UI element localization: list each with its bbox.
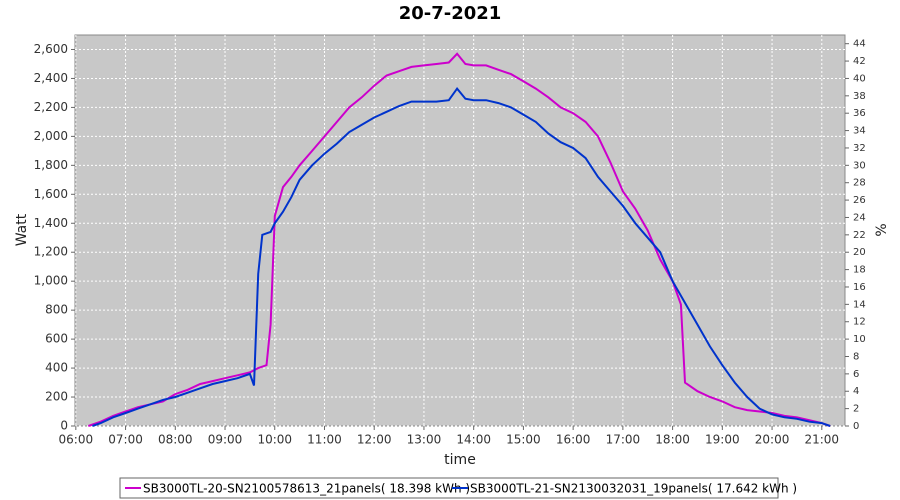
y-tick-label: 400 [45,361,68,375]
y2-tick-label: 22 [853,230,866,241]
x-tick-label: 16:00 [556,433,591,447]
y2-tick-label: 0 [853,421,859,432]
y2-tick-label: 20 [853,247,866,258]
y2-tick-label: 30 [853,160,866,171]
y2-tick-label: 6 [853,369,859,380]
y2-tick-label: 12 [853,317,866,328]
y2-tick-label: 26 [853,195,866,206]
y-tick-label: 1,800 [34,158,68,172]
legend [119,477,779,499]
chart-title: 20-7-2021 [399,3,502,24]
x-tick-label: 17:00 [606,433,641,447]
y-tick-label: 600 [45,332,68,346]
y2-tick-label: 24 [853,212,866,223]
y-tick-label: 2,400 [34,71,68,85]
x-tick-label: 12:00 [357,433,392,447]
y2-tick-label: 8 [853,351,859,362]
legend-label: SB3000TL-21-SN2130032031_19panels( 17.64… [470,482,797,496]
y2-tick-label: 38 [853,91,866,102]
x-tick-label: 11:00 [307,433,342,447]
y-axis-label: Watt [14,213,30,246]
line [87,52,831,427]
y-tick-label: 200 [45,390,68,404]
y-tick-label: 1,000 [34,274,68,288]
y2-tick-label: 44 [853,39,866,50]
y-tick-label: 800 [45,303,68,317]
y2-tick-label: 2 [853,404,859,415]
y2-tick-label: 32 [853,143,866,154]
y-tick-label: 1,400 [34,216,68,230]
y2-tick-label: 10 [853,334,866,345]
y2-tick-label: 4 [853,386,859,397]
y2-tick-label: 36 [853,108,866,119]
y2-tick-label: 28 [853,178,866,189]
x-tick-label: 09:00 [208,433,243,447]
y2-tick-label: 34 [853,126,866,137]
x-axis-label: time [444,452,476,468]
y-tick-label: 1,600 [34,187,68,201]
y2-tick-label: 40 [853,73,866,84]
x-tick-label: 07:00 [108,433,143,447]
plot-area [74,34,846,427]
x-tick-label: 21:00 [804,433,839,447]
y2-tick-label: 14 [853,299,866,310]
x-tick-label: 15:00 [506,433,541,447]
x-tick-label: 18:00 [655,433,690,447]
x-tick-label: 20:00 [755,433,790,447]
x-tick-label: 10:00 [257,433,292,447]
y-tick-label: 2,000 [34,129,68,143]
y2-tick-label: 16 [853,282,866,293]
y-tick-label: 1,200 [34,245,68,259]
y-tick-label: 2,200 [34,100,68,114]
x-tick-label: 06:00 [59,433,94,447]
y2-tick-label: 42 [853,56,866,67]
x-tick-label: 19:00 [705,433,740,447]
x-tick-label: 08:00 [158,433,193,447]
y-tick-label: 0 [60,419,68,433]
x-tick-label: 13:00 [407,433,442,447]
y2-axis-label: % [874,223,890,236]
legend-label: SB3000TL-20-SN2100578613_21panels( 18.39… [143,482,470,496]
y-tick-label: 2,600 [34,42,68,56]
x-tick-label: 14:00 [456,433,491,447]
y2-tick-label: 18 [853,265,866,276]
line [92,86,831,427]
